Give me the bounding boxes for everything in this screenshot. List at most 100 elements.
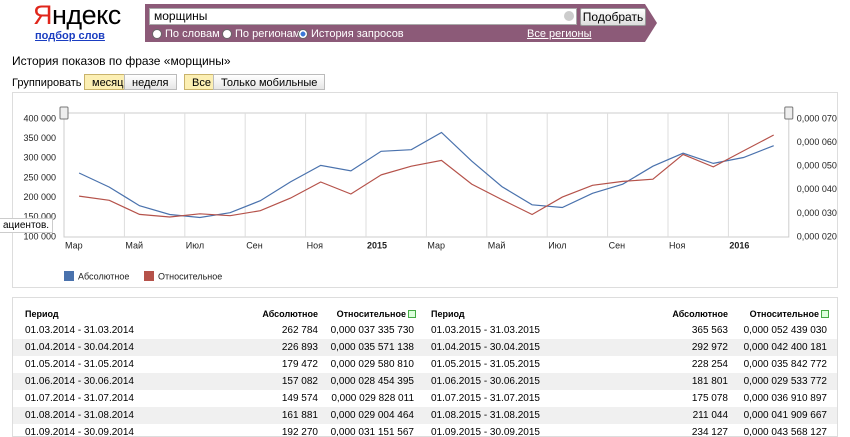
period-cell: 01.03.2014 - 31.03.2014 (25, 325, 134, 336)
y-tick-label: 400 000 (23, 113, 56, 123)
help-icon[interactable] (821, 310, 829, 318)
period-cell: 01.05.2015 - 31.05.2015 (431, 359, 540, 370)
radio-label: История запросов (311, 28, 404, 40)
column-header: Период (25, 309, 59, 319)
radio-dot[interactable] (152, 29, 162, 39)
radio-option[interactable]: По регионам (222, 28, 300, 40)
relative-cell: 0,000 028 454 395 (331, 376, 414, 387)
legend-swatch (64, 271, 74, 281)
tooltip: ациентов. (0, 218, 53, 233)
period-cell: 01.07.2015 - 31.07.2015 (431, 393, 540, 404)
legend-swatch (144, 271, 154, 281)
radio-dot[interactable] (298, 29, 308, 39)
group-button[interactable]: неделя (124, 74, 177, 90)
absolute-cell: 234 127 (692, 427, 728, 437)
logo[interactable]: Яндекс (33, 0, 121, 31)
relative-cell: 0,000 041 909 667 (744, 410, 827, 421)
absolute-cell: 149 574 (282, 393, 318, 404)
x-tick-label: Май (488, 240, 506, 250)
relative-cell: 0,000 035 842 772 (744, 359, 827, 370)
absolute-cell: 262 784 (282, 325, 318, 336)
chart: МарМайИюлСенНоя2015МарМайИюлСенНоя201610… (13, 93, 837, 287)
x-tick-label: Сен (246, 240, 263, 250)
relative-cell: 0,000 043 568 127 (744, 427, 827, 437)
legend-label: Абсолютное (78, 271, 129, 281)
search-input[interactable]: морщины (149, 8, 577, 25)
scroll-handle (60, 107, 68, 119)
chart-box: МарМайИюлСенНоя2015МарМайИюлСенНоя201610… (12, 92, 838, 288)
column-header: Период (431, 309, 465, 319)
relative-cell: 0,000 029 533 772 (744, 376, 827, 387)
y-tick-label: 350 000 (23, 133, 56, 143)
y-tick-label: 200 000 (23, 192, 56, 202)
relative-cell: 0,000 042 400 181 (744, 342, 827, 353)
y2-tick-label: 0,000 020 (797, 231, 837, 241)
column-header: Относительное (750, 309, 819, 319)
relative-cell: 0,000 029 004 464 (331, 410, 414, 421)
absolute-cell: 226 893 (282, 342, 318, 353)
y2-tick-label: 0,000 060 (797, 137, 837, 147)
clear-icon[interactable] (564, 11, 574, 21)
relative-cell: 0,000 052 439 030 (744, 325, 827, 336)
period-cell: 01.05.2014 - 31.05.2014 (25, 359, 134, 370)
period-cell: 01.06.2014 - 30.06.2014 (25, 376, 134, 387)
device-button[interactable]: Только мобильные (213, 74, 325, 90)
period-cell: 01.06.2015 - 30.06.2015 (431, 376, 540, 387)
x-tick-label: Ноя (307, 240, 324, 250)
absolute-cell: 179 472 (282, 359, 318, 370)
absolute-cell: 175 078 (692, 393, 728, 404)
absolute-cell: 292 972 (692, 342, 728, 353)
search-button[interactable]: Подобрать (580, 8, 646, 26)
relative-cell: 0,000 029 828 011 (331, 393, 414, 404)
y-tick-label: 300 000 (23, 153, 56, 163)
y2-tick-label: 0,000 050 (797, 161, 837, 171)
absolute-cell: 157 082 (282, 376, 318, 387)
period-cell: 01.04.2015 - 30.04.2015 (431, 342, 540, 353)
x-tick-label: Ноя (669, 240, 686, 250)
radio-label: По регионам (235, 28, 300, 40)
column-header: Абсолютное (262, 309, 318, 319)
service-link[interactable]: подбор слов (35, 30, 105, 42)
period-cell: 01.07.2014 - 31.07.2014 (25, 393, 134, 404)
regions-link[interactable]: Все регионы (527, 28, 592, 40)
radio-option[interactable]: По словам (152, 28, 220, 40)
relative-cell: 0,000 037 335 730 (331, 325, 414, 336)
data-table: Период Абсолютное Относительное 01.03.2014 … (12, 297, 838, 437)
x-tick-label: Июл (186, 240, 204, 250)
radio-label: По словам (165, 28, 220, 40)
absolute-cell: 365 563 (692, 325, 728, 336)
period-cell: 01.04.2014 - 30.04.2014 (25, 342, 134, 353)
absolute-cell: 228 254 (692, 359, 728, 370)
x-tick-label: 2016 (729, 240, 749, 250)
page-title: История показов по фразе «морщины» (12, 54, 231, 68)
absolute-cell: 192 270 (282, 427, 318, 437)
scroll-handle (785, 107, 793, 119)
x-tick-label: Июл (548, 240, 566, 250)
column-header: Относительное (337, 309, 406, 319)
x-tick-label: Мар (427, 240, 445, 250)
absolute-cell: 181 801 (692, 376, 728, 387)
x-tick-label: 2015 (367, 240, 387, 250)
radio-dot[interactable] (222, 29, 232, 39)
period-cell: 01.03.2015 - 31.03.2015 (431, 325, 540, 336)
y2-tick-label: 0,000 040 (797, 184, 837, 194)
period-cell: 01.09.2014 - 30.09.2014 (25, 427, 134, 437)
period-cell: 01.08.2015 - 31.08.2015 (431, 410, 540, 421)
relative-cell: 0,000 029 580 810 (331, 359, 414, 370)
legend-label: Относительное (158, 271, 222, 281)
period-cell: 01.09.2015 - 30.09.2015 (431, 427, 540, 437)
absolute-cell: 161 881 (282, 410, 318, 421)
x-tick-label: Сен (609, 240, 626, 250)
absolute-cell: 211 044 (693, 410, 728, 421)
relative-cell: 0,000 035 571 138 (331, 342, 414, 353)
relative-cell: 0,000 036 910 897 (744, 393, 827, 404)
y-tick-label: 250 000 (23, 172, 56, 182)
period-cell: 01.08.2014 - 31.08.2014 (25, 410, 134, 421)
help-icon[interactable] (408, 310, 416, 318)
x-tick-label: Май (125, 240, 143, 250)
y2-tick-label: 0,000 030 (797, 208, 837, 218)
radio-option[interactable]: История запросов (298, 28, 404, 40)
relative-cell: 0,000 031 151 567 (331, 427, 414, 437)
